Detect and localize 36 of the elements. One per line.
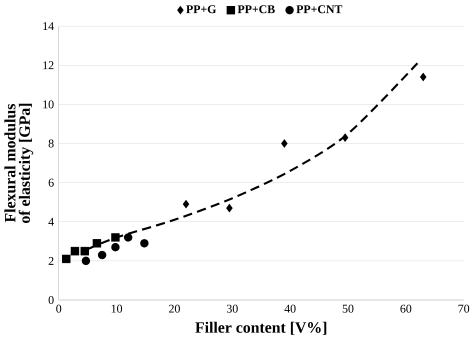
- point: [281, 139, 288, 148]
- point: [80, 246, 89, 256]
- point: [98, 250, 106, 260]
- legend-label: PP+CNT: [296, 5, 342, 14]
- x-axis-title: Filler content [V%]: [195, 322, 326, 335]
- legend-label: PP+CB: [238, 5, 275, 14]
- y-tick-label: 4: [48, 218, 54, 226]
- x-tick-label: 0: [56, 304, 62, 313]
- x-tick-label: 20: [169, 304, 180, 313]
- x-tick-label: 10: [112, 304, 122, 313]
- y-tick-label: 12: [43, 61, 54, 70]
- point: [124, 233, 132, 242]
- x-tick-label: 70: [458, 304, 470, 313]
- point: [140, 238, 149, 248]
- point: [62, 254, 70, 264]
- x-tick-label: 40: [284, 304, 296, 313]
- y-tick-label: 2: [48, 256, 54, 265]
- point: [111, 233, 120, 242]
- point: [420, 72, 426, 82]
- point: [92, 238, 102, 248]
- y-tick-label: 10: [43, 100, 54, 108]
- point: [226, 204, 233, 212]
- point: [82, 256, 90, 266]
- x-tick-label: 60: [400, 304, 412, 313]
- x-tick-label: 50: [342, 304, 354, 313]
- y-tick-label: 14: [43, 22, 54, 30]
- point: [70, 246, 80, 256]
- x-tick-label: 30: [226, 304, 238, 313]
- y-tick-label: 0: [48, 296, 54, 304]
- point: [342, 133, 348, 142]
- point: [111, 242, 120, 252]
- y-tick-label: 8: [48, 139, 54, 148]
- point: [182, 200, 190, 208]
- legend-label: PP+G: [186, 5, 216, 14]
- y-tick-label: 6: [48, 178, 54, 187]
- y-axis-title: Flexural modulus of elasticity [GPa]: [4, 104, 34, 223]
